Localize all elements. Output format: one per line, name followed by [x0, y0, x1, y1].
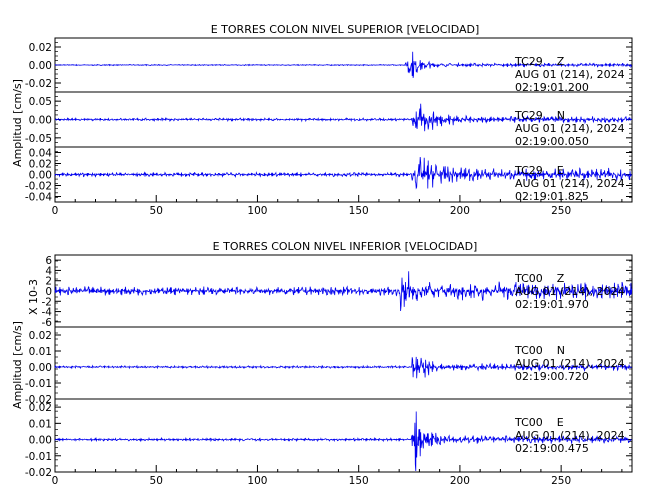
x-tick-label: 100 [247, 205, 267, 217]
record-date: AUG 01 (214), 2024 [515, 357, 625, 370]
record-time: 02:19:00.475 [515, 442, 589, 455]
x-axis: 0 50 100 150 200 250 [52, 195, 623, 217]
x-tick-label: 150 [349, 205, 369, 217]
station-code: TC29 [514, 109, 543, 122]
y-tick-label: 0.04 [29, 148, 53, 160]
record-time: 02:19:01.825 [515, 190, 589, 203]
station-label: TC00 E [514, 416, 564, 429]
waveform-trace [54, 156, 633, 190]
lower-y-axis-label: Amplitud [cm/s] [11, 321, 24, 409]
y-tick-label: 0.01 [29, 418, 52, 430]
station-label: TC00 Z [514, 272, 565, 285]
y-tick-label: -2 [42, 296, 52, 308]
y-tick-label: -6 [42, 317, 53, 329]
y-tick-label: -0.02 [25, 78, 52, 90]
lower-chart-title: E TORRES COLON NIVEL INFERIOR [VELOCIDAD… [213, 240, 478, 253]
y-tick-label: 0.00 [29, 362, 52, 374]
station-label: TC29 Z [514, 55, 565, 68]
y-tick-label: 0.02 [29, 42, 52, 54]
x-tick-label: 0 [52, 475, 59, 487]
waveform-trace [54, 51, 632, 78]
station-label: TC29 E [514, 164, 564, 177]
x-tick-label: 250 [551, 205, 571, 217]
x-tick-label: 250 [551, 475, 571, 487]
x-tick-label: 100 [247, 475, 267, 487]
y-tick-label: -0.05 [25, 133, 52, 145]
upper-y-axis-label: Amplitud [cm/s] [11, 79, 24, 167]
waveform-trace [54, 356, 633, 379]
x-axis: 0 50 100 150 200 250 [52, 465, 623, 487]
y-tick-label: 4 [45, 265, 52, 277]
y-tick-label: 0.00 [29, 60, 52, 72]
upper-chart-title: E TORRES COLON NIVEL SUPERIOR [VELOCIDAD… [211, 23, 480, 36]
y-tick-label: -0.04 [25, 192, 52, 204]
waveform-trace [54, 271, 633, 312]
y-tick-label: 6 [45, 255, 52, 267]
lower-scale-label: X 10-3 [27, 279, 40, 315]
station-label: TC29 N [514, 109, 565, 122]
record-date: AUG 01 (214), 2024 [515, 285, 625, 298]
record-date: AUG 01 (214), 2024 [515, 68, 625, 81]
y-tick-label: -0.02 [25, 467, 52, 479]
record-time: 02:19:01.970 [515, 298, 589, 311]
x-tick-label: 150 [349, 475, 369, 487]
station-code: TC29 [514, 164, 543, 177]
record-time: 02:19:01.200 [515, 81, 589, 94]
y-tick-label: 0.02 [29, 402, 52, 414]
x-tick-label: 200 [450, 475, 470, 487]
y-tick-label: -0.02 [25, 394, 52, 406]
y-tick-label: 0.02 [29, 330, 52, 342]
y-tick-label: 0.01 [29, 346, 52, 358]
y-tick-label: 0 [45, 286, 52, 298]
y-tick-label: 0.00 [29, 170, 52, 182]
station-code: TC00 [514, 272, 543, 285]
y-tick-label: 0.00 [29, 435, 52, 447]
x-tick-label: 50 [150, 475, 163, 487]
record-time: 02:19:00.050 [515, 135, 589, 148]
component-code: E [557, 416, 564, 429]
x-tick-label: 200 [450, 205, 470, 217]
y-tick-label: 0.00 [29, 115, 52, 127]
component-code: N [557, 344, 565, 357]
x-tick-label: 50 [150, 205, 163, 217]
component-code: E [557, 164, 564, 177]
station-code: TC00 [514, 344, 543, 357]
component-code: N [557, 109, 565, 122]
x-tick-label: 0 [52, 205, 59, 217]
y-tick-label: -0.01 [25, 378, 52, 390]
component-code: Z [557, 55, 565, 68]
station-label: TC00 N [514, 344, 565, 357]
y-tick-label: 2 [45, 276, 52, 288]
record-date: AUG 01 (214), 2024 [515, 122, 625, 135]
waveform-trace [54, 103, 633, 132]
waveform-trace [54, 411, 632, 472]
record-time: 02:19:00.720 [515, 370, 589, 383]
station-code: TC00 [514, 416, 543, 429]
y-tick-label: -0.02 [25, 181, 52, 193]
record-date: AUG 01 (214), 2024 [515, 177, 625, 190]
station-code: TC29 [514, 55, 543, 68]
y-tick-label: -4 [42, 307, 53, 319]
component-code: Z [557, 272, 565, 285]
record-date: AUG 01 (214), 2024 [515, 429, 625, 442]
y-tick-label: 0.02 [29, 159, 52, 171]
y-tick-label: 0.05 [29, 96, 52, 108]
y-tick-label: -0.01 [25, 451, 52, 463]
